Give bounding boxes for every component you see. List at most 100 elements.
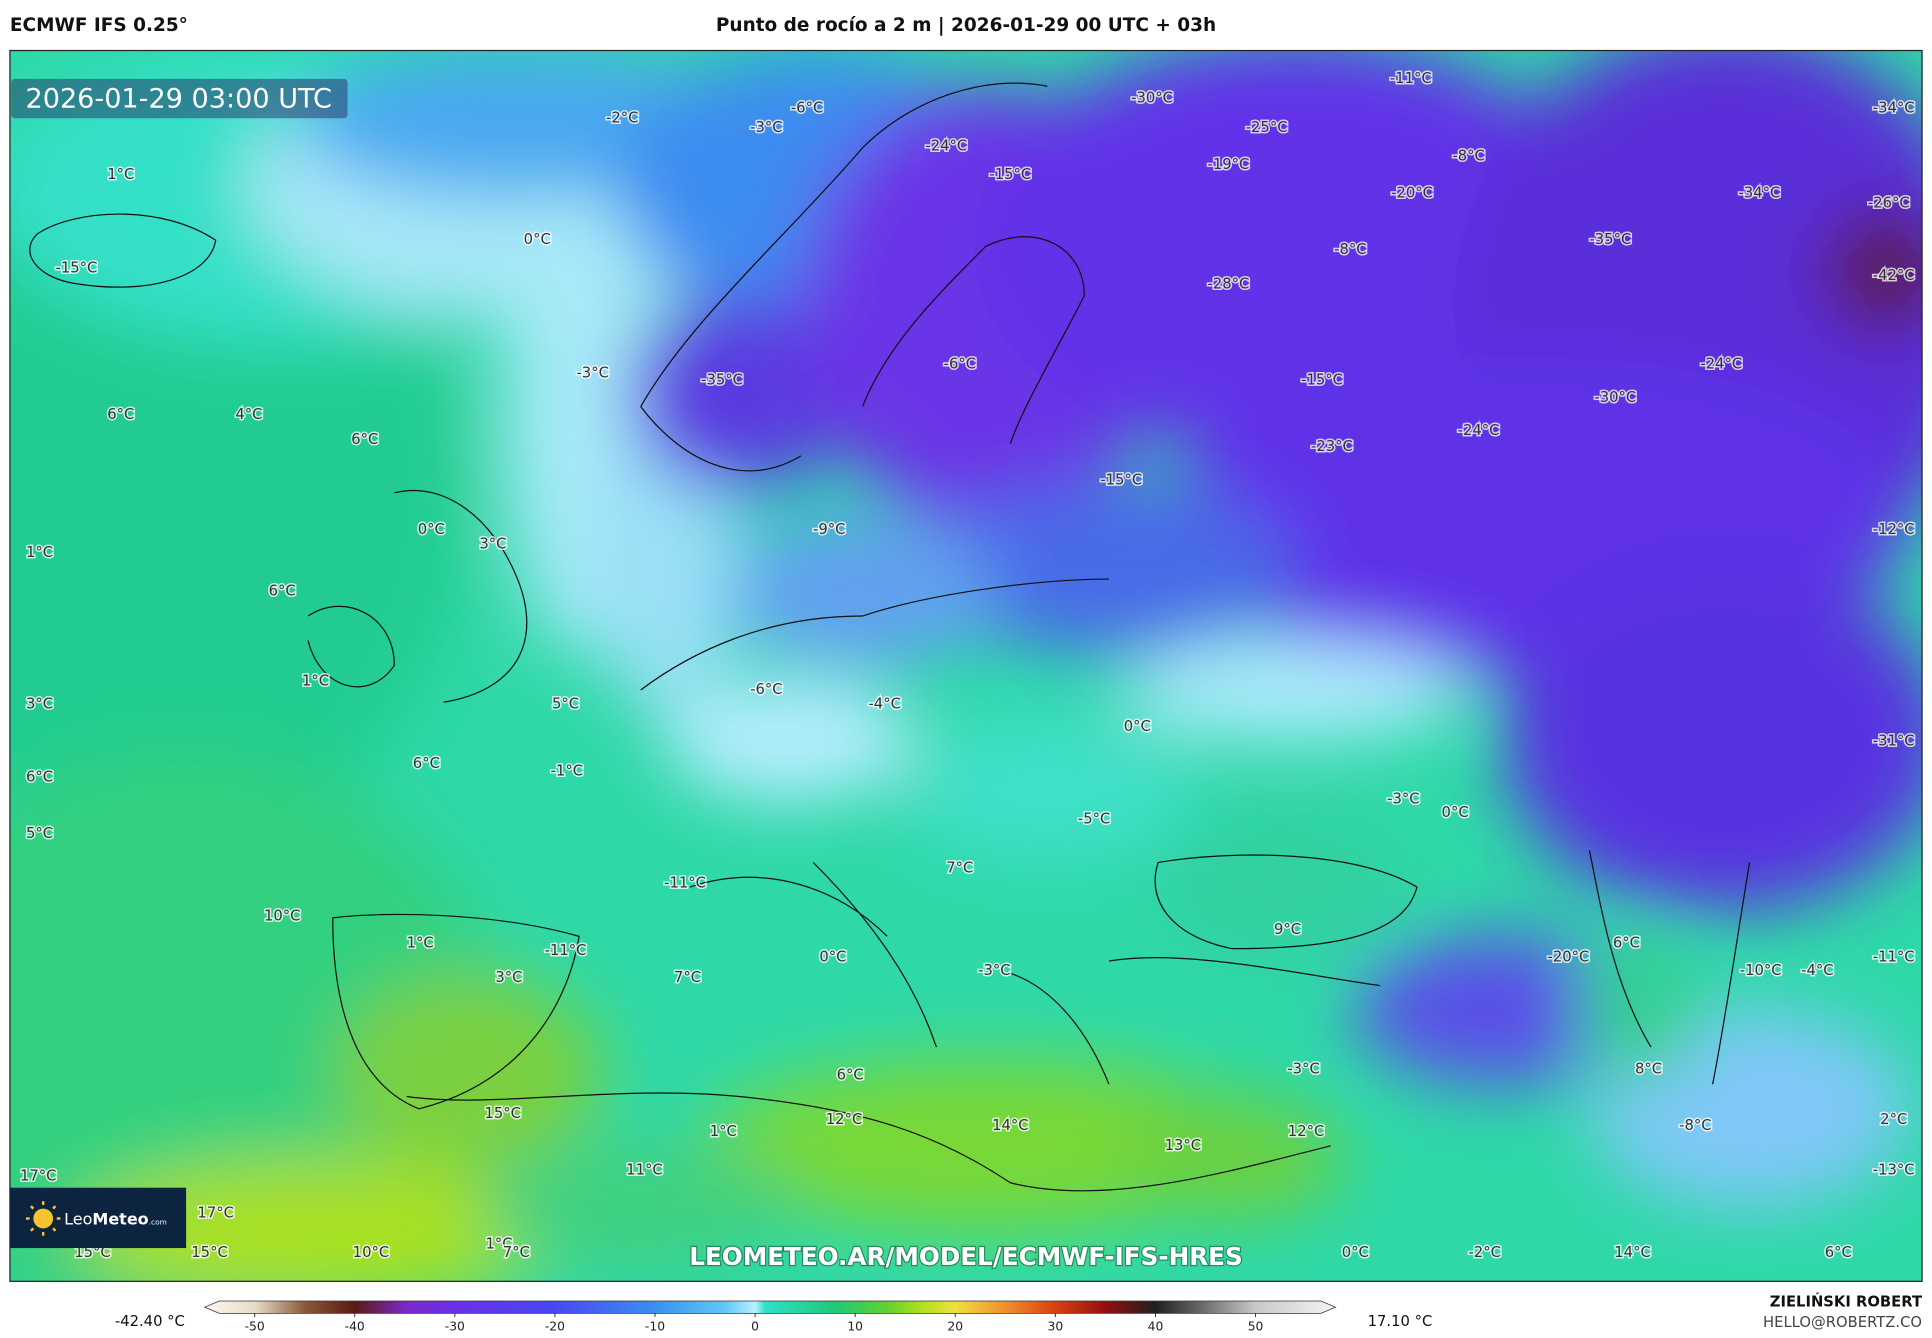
temperature-label: 12°C <box>1288 1123 1324 1140</box>
temperature-label: -8°C <box>1334 241 1366 258</box>
temperature-label: -8°C <box>1452 147 1484 164</box>
temperature-label: -24°C <box>1700 356 1742 373</box>
temperature-label: -34°C <box>1739 184 1781 201</box>
temperature-label: 0°C <box>1342 1244 1369 1261</box>
colorbar-tick-label: 50 <box>1248 1320 1264 1334</box>
temperature-label: 11°C <box>626 1161 662 1178</box>
colorbar-tick-label: 30 <box>1048 1320 1064 1334</box>
temperature-label: -9°C <box>813 521 845 538</box>
temperature-label: -1°C <box>551 762 583 779</box>
temperature-label: 17°C <box>20 1168 56 1185</box>
temperature-label: 1°C <box>407 935 434 952</box>
temperature-label: 6°C <box>1825 1244 1852 1261</box>
logo-rays <box>25 1201 61 1236</box>
temperature-label: -6°C <box>944 356 976 373</box>
colorbar-min: -42.40 °C <box>115 1313 185 1330</box>
map-frame <box>9 49 1923 1282</box>
temperature-label: -15°C <box>56 260 98 277</box>
temperature-label: -23°C <box>1311 438 1353 455</box>
temperature-label: -3°C <box>1287 1060 1319 1077</box>
logo-suffix: .com <box>149 1218 167 1227</box>
temperature-label: 0°C <box>418 521 445 538</box>
temperature-label: -6°C <box>750 681 782 698</box>
map-title: Punto de rocío a 2 m | 2026-01-29 00 UTC… <box>716 15 1216 36</box>
temperature-label: 7°C <box>946 860 973 877</box>
temperature-label: 0°C <box>524 231 551 248</box>
temperature-label: -6°C <box>791 99 823 116</box>
temperature-label: -30°C <box>1594 389 1636 406</box>
temperature-label: -35°C <box>1589 231 1631 248</box>
temperature-label: -26°C <box>1868 194 1910 211</box>
temperature-label: -11°C <box>1390 70 1432 87</box>
temperature-label: -24°C <box>925 138 967 155</box>
logo-light: Leo <box>64 1210 92 1229</box>
temperature-label: -28°C <box>1208 276 1250 293</box>
temperature-label: 13°C <box>1165 1137 1201 1154</box>
temperature-label: -13°C <box>1873 1161 1915 1178</box>
temperature-label: 12°C <box>826 1111 862 1128</box>
coastlines <box>29 82 1751 1192</box>
temperature-label: 6°C <box>413 755 440 772</box>
colorbar-tick-label: 0 <box>751 1320 759 1334</box>
temperature-label: 6°C <box>1613 935 1640 952</box>
temperature-label: 6°C <box>26 768 53 785</box>
logo-sun <box>33 1208 54 1229</box>
temperature-label: 8°C <box>1635 1060 1662 1077</box>
logo-bold: Meteo <box>92 1210 148 1229</box>
colorbar-tick-label: -40 <box>345 1320 365 1334</box>
watermark: LEOMETEO.AR/MODEL/ECMWF-IFS-HRES <box>689 1242 1242 1271</box>
temperature-label: 1°C <box>302 672 329 689</box>
timestamp: 2026-01-29 03:00 UTC <box>25 83 331 114</box>
temperature-label: 3°C <box>479 536 506 553</box>
temperature-label: 3°C <box>495 969 522 986</box>
temperature-label: 10°C <box>353 1244 389 1261</box>
temperature-label: 6°C <box>351 431 378 448</box>
temperature-label: 0°C <box>1442 804 1469 821</box>
temperature-label: 5°C <box>552 696 579 713</box>
temperature-label: -4°C <box>1801 962 1833 979</box>
temperature-label: -15°C <box>989 166 1031 183</box>
temperature-label: 2°C <box>1880 1111 1907 1128</box>
temperature-label: -11°C <box>1873 948 1915 965</box>
colorbar-tick-label: 40 <box>1148 1320 1164 1334</box>
temperature-label: -15°C <box>1100 471 1142 488</box>
temperature-label: 15°C <box>191 1244 227 1261</box>
temperature-label: -24°C <box>1458 422 1500 439</box>
temperature-label: 1°C <box>107 166 134 183</box>
temperature-label: 6°C <box>269 582 296 599</box>
colorbar: -50 -40 -30 -20 -10 0 10 20 30 40 50 <box>203 1300 1337 1334</box>
temperature-label: -31°C <box>1873 733 1915 750</box>
temperature-label: 1°C <box>26 544 53 561</box>
model-name: ECMWF IFS 0.25° <box>10 15 188 36</box>
colorbar-tick-label: -10 <box>645 1320 665 1334</box>
temperature-label: 15°C <box>485 1105 521 1122</box>
temperature-label: 0°C <box>1124 718 1151 735</box>
temperature-label: -2°C <box>606 109 638 126</box>
temperature-label: -3°C <box>576 364 608 381</box>
temperature-label: -11°C <box>545 942 587 959</box>
temperature-label: -2°C <box>1468 1244 1500 1261</box>
temperature-label: -11°C <box>664 874 706 891</box>
temperature-label: 4°C <box>235 406 262 423</box>
map: -11°C -34°C -30°C -6°C -2°C -3°C -25°C -24°C -8°… <box>9 50 1923 1282</box>
temperature-label: 6°C <box>107 406 134 423</box>
temperature-label: 10°C <box>264 908 300 925</box>
temperature-label: -35°C <box>701 372 743 389</box>
temperature-label: -10°C <box>1740 962 1782 979</box>
temperature-label: 9°C <box>1274 921 1301 938</box>
temperature-label: 1°C <box>710 1123 737 1140</box>
temperature-label: -3°C <box>978 962 1010 979</box>
field <box>9 50 1923 1282</box>
temperature-label: 3°C <box>26 696 53 713</box>
logo-text: LeoMeteo.com <box>64 1210 167 1229</box>
map-labels: -11°C -34°C -30°C -6°C -2°C -3°C -25°C -24°C -8°… <box>18 68 1916 1262</box>
temperature-label: 0°C <box>819 948 846 965</box>
colorbar-tick-label: -50 <box>245 1320 265 1334</box>
colorbar-body <box>203 1300 1337 1314</box>
colorbar-tick-label: -20 <box>545 1320 565 1334</box>
temperature-label: 5°C <box>26 825 53 842</box>
temperature-label: -8°C <box>1679 1117 1711 1134</box>
author: ZIELIŃSKI ROBERT <box>1770 1292 1922 1310</box>
email: HELLO@ROBERTZ.CO <box>1763 1314 1922 1331</box>
